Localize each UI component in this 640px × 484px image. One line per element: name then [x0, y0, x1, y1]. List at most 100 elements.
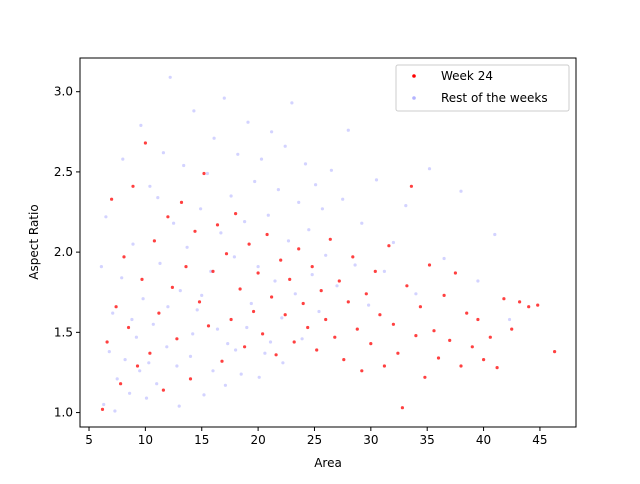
point-week-24	[536, 303, 540, 307]
point-week-24	[315, 348, 319, 352]
point-week-24	[396, 351, 400, 355]
point-rest-of-the-weeks	[234, 348, 238, 352]
point-rest-of-the-weeks	[276, 188, 280, 192]
point-rest-of-the-weeks	[211, 369, 215, 373]
point-rest-of-the-weeks	[476, 279, 480, 283]
point-week-24	[220, 359, 224, 363]
point-week-24	[148, 351, 152, 355]
point-week-24	[184, 265, 188, 269]
y-tick-label: 1.5	[54, 325, 73, 339]
point-rest-of-the-weeks	[219, 231, 223, 235]
point-week-24	[170, 285, 174, 289]
point-week-24	[387, 244, 391, 248]
y-tick-label: 1.0	[54, 406, 73, 420]
point-rest-of-the-weeks	[215, 327, 220, 331]
point-rest-of-the-weeks	[341, 197, 345, 201]
point-rest-of-the-weeks	[131, 242, 135, 246]
point-week-24	[301, 301, 305, 306]
point-week-24	[135, 364, 140, 368]
point-rest-of-the-weeks	[223, 383, 227, 387]
point-rest-of-the-weeks	[192, 109, 196, 113]
point-rest-of-the-weeks	[99, 265, 103, 269]
point-week-24	[265, 232, 269, 237]
point-rest-of-the-weeks	[273, 279, 277, 283]
point-week-24	[400, 406, 404, 410]
point-week-24	[143, 141, 147, 145]
point-week-24	[224, 252, 229, 256]
point-week-24	[175, 337, 179, 341]
point-rest-of-the-weeks	[243, 220, 247, 224]
point-rest-of-the-weeks	[168, 75, 172, 79]
legend-marker-week-24	[412, 74, 416, 78]
point-week-24	[527, 305, 531, 309]
x-tick-label: 45	[532, 433, 547, 447]
point-rest-of-the-weeks	[191, 332, 195, 336]
point-rest-of-the-weeks	[286, 239, 291, 243]
point-rest-of-the-weeks	[236, 152, 240, 156]
point-week-24	[510, 327, 514, 331]
point-week-24	[270, 295, 274, 299]
point-rest-of-the-weeks	[128, 391, 132, 395]
point-week-24	[179, 200, 184, 204]
point-rest-of-the-weeks	[281, 361, 285, 365]
point-rest-of-the-weeks	[161, 151, 165, 155]
point-week-24	[495, 366, 499, 370]
point-week-24	[157, 311, 161, 315]
point-rest-of-the-weeks	[202, 393, 206, 397]
point-week-24	[423, 375, 427, 379]
point-week-24	[288, 277, 292, 281]
point-week-24	[122, 255, 126, 259]
point-week-24	[110, 197, 114, 201]
legend: Week 24 Rest of the weeks	[395, 64, 570, 112]
point-rest-of-the-weeks	[222, 96, 226, 100]
point-rest-of-the-weeks	[138, 369, 142, 373]
point-rest-of-the-weeks	[121, 157, 125, 161]
point-week-24	[405, 284, 409, 288]
point-week-24	[197, 300, 202, 304]
point-rest-of-the-weeks	[414, 292, 418, 296]
point-rest-of-the-weeks	[246, 120, 250, 124]
point-rest-of-the-weeks	[212, 136, 216, 140]
point-rest-of-the-weeks	[120, 276, 124, 280]
point-week-24	[418, 305, 422, 309]
y-tick-label: 2.5	[54, 165, 73, 179]
point-rest-of-the-weeks	[320, 207, 324, 211]
point-rest-of-the-weeks	[303, 162, 308, 166]
point-rest-of-the-weeks	[427, 167, 432, 171]
point-rest-of-the-weeks	[268, 340, 273, 344]
point-week-24	[114, 305, 118, 309]
point-rest-of-the-weeks	[314, 183, 318, 187]
point-rest-of-the-weeks	[188, 354, 193, 358]
point-week-24	[161, 388, 165, 392]
point-rest-of-the-weeks	[158, 261, 162, 265]
point-week-24	[243, 345, 247, 349]
point-rest-of-the-weeks	[459, 189, 463, 193]
point-week-24	[518, 300, 522, 304]
point-rest-of-the-weeks	[249, 301, 253, 306]
point-rest-of-the-weeks	[166, 305, 170, 309]
point-rest-of-the-weeks	[182, 163, 186, 168]
point-rest-of-the-weeks	[130, 317, 134, 322]
point-week-24	[238, 287, 242, 291]
legend-label-week-24: Week 24	[441, 69, 493, 83]
point-week-24	[126, 325, 131, 330]
x-tick-label: 5	[85, 433, 93, 447]
point-week-24	[342, 358, 346, 362]
point-rest-of-the-weeks	[229, 194, 233, 198]
point-rest-of-the-weeks	[123, 358, 127, 362]
point-week-24	[382, 364, 386, 368]
point-rest-of-the-weeks	[232, 255, 236, 259]
point-rest-of-the-weeks	[139, 123, 143, 127]
point-rest-of-the-weeks	[346, 128, 350, 132]
legend-box	[395, 64, 570, 112]
point-rest-of-the-weeks	[185, 245, 189, 249]
point-week-24	[319, 289, 323, 293]
point-week-24	[409, 184, 413, 188]
point-week-24	[261, 332, 265, 336]
point-rest-of-the-weeks	[148, 184, 152, 188]
point-week-24	[193, 229, 197, 233]
point-rest-of-the-weeks	[195, 308, 199, 312]
point-week-24	[476, 317, 480, 322]
point-rest-of-the-weeks	[141, 297, 145, 301]
